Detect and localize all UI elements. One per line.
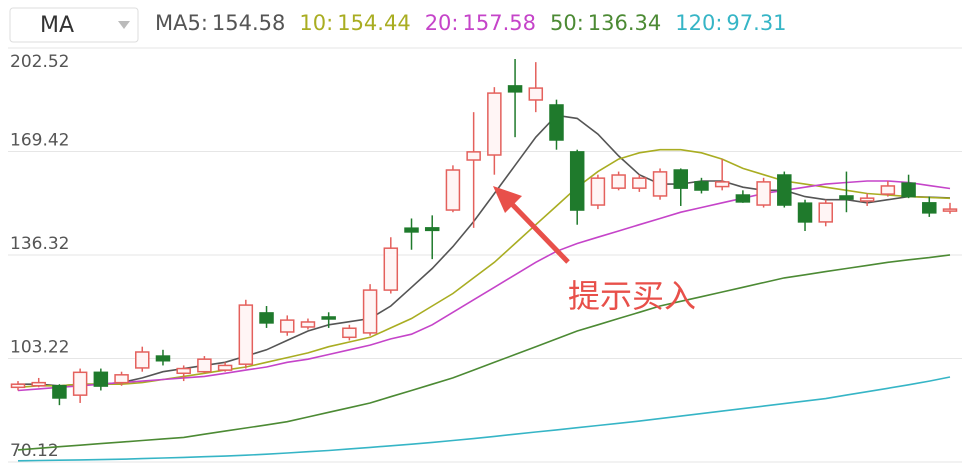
candle-body xyxy=(839,195,854,200)
legend-name: 10: xyxy=(299,11,333,35)
y-tick-label: 169.42 xyxy=(10,131,69,151)
candle-body xyxy=(652,171,668,197)
plot-area: 70.12 103.22 136.32 169.42 202.52 xyxy=(8,47,962,463)
legend: MA5: 154.58 10: 154.44 20: 157.58 50: 136.34 120… xyxy=(155,11,787,35)
candle-body xyxy=(72,371,88,396)
candle-body xyxy=(507,85,523,93)
legend-value: 154.58 xyxy=(212,11,285,35)
candle-body xyxy=(135,351,150,369)
candle-body xyxy=(383,247,399,291)
annotation-layer: 提示买入 xyxy=(493,186,696,315)
legend-value: 154.44 xyxy=(337,11,410,35)
indicator-dropdown[interactable] xyxy=(9,7,139,43)
legend-value: 97.31 xyxy=(726,11,786,35)
ma-line xyxy=(17,376,951,462)
candle-body xyxy=(445,169,461,211)
annotation: 提示买入 xyxy=(568,277,696,315)
candle-body xyxy=(342,327,357,339)
legend-name: 50: xyxy=(550,11,584,35)
candle-body xyxy=(300,321,316,328)
candle-body xyxy=(238,304,254,365)
y-tick-label: 70.12 xyxy=(10,441,59,461)
ma-line xyxy=(17,180,951,392)
legend-value: 136.34 xyxy=(588,11,661,35)
y-tick-label: 103.22 xyxy=(10,338,69,358)
candle-body xyxy=(362,289,378,334)
candle-body xyxy=(735,194,751,203)
candle-body xyxy=(942,208,958,212)
candle-body xyxy=(93,371,109,387)
candle-body xyxy=(487,92,502,156)
candle-body xyxy=(632,177,647,189)
y-tick-label: 136.32 xyxy=(10,234,69,254)
candle-body xyxy=(673,169,689,189)
candle-body xyxy=(714,181,730,188)
arrow-shaft xyxy=(506,198,570,264)
ma-line xyxy=(18,114,951,387)
candle-body xyxy=(155,355,171,362)
dropdown-arrow xyxy=(118,21,130,29)
candle-body xyxy=(922,202,937,214)
candle-body xyxy=(818,202,833,223)
arrow-head xyxy=(493,186,522,213)
candle-body xyxy=(259,312,274,324)
candle-body xyxy=(590,177,606,206)
candle-body xyxy=(694,181,709,191)
indicator-label: MA xyxy=(40,13,74,38)
candle-body xyxy=(217,364,233,371)
legend-name: 120: xyxy=(675,11,722,35)
candle-body xyxy=(466,151,481,161)
legend-name: 20: xyxy=(425,11,459,35)
candle-body xyxy=(797,202,813,223)
legend-value: 157.58 xyxy=(462,11,535,35)
candle-body xyxy=(549,104,564,141)
candle-body xyxy=(859,197,875,202)
candle-body xyxy=(777,174,792,206)
candle-body xyxy=(756,181,771,206)
ma-line xyxy=(17,254,951,451)
candle-body xyxy=(279,319,295,333)
candle-body xyxy=(52,385,67,399)
candle-body xyxy=(528,87,544,101)
candle-body xyxy=(611,174,626,189)
legend-name: MA5: xyxy=(155,11,208,35)
candle-body xyxy=(31,381,46,387)
candle-body xyxy=(176,367,191,375)
candle-body xyxy=(569,151,585,211)
candle-body xyxy=(114,374,129,384)
candle-body xyxy=(197,358,212,373)
candle-body xyxy=(321,316,336,320)
candle-body xyxy=(901,182,916,198)
candle-body xyxy=(424,227,440,232)
candle-body xyxy=(880,185,896,195)
y-tick-label: 202.52 xyxy=(10,52,69,72)
candle-body xyxy=(10,383,26,389)
candle-body xyxy=(404,227,419,233)
